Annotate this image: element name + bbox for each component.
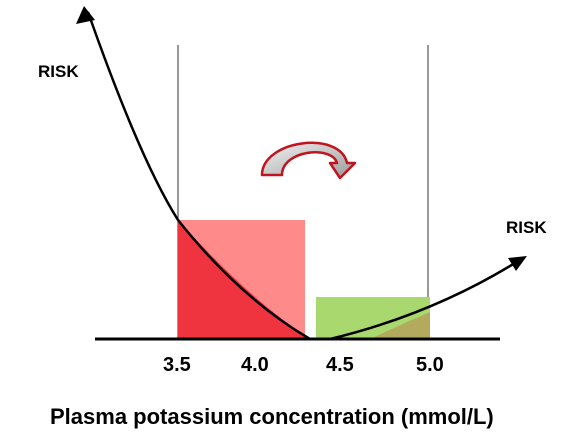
- high-risk-area: [370, 312, 430, 339]
- shift-arrow-icon: [260, 141, 357, 180]
- right-risk-curve: [329, 261, 516, 341]
- tick-label: 4.5: [326, 354, 354, 376]
- risk-label-left: RISK: [38, 62, 79, 81]
- low-risk-area: [178, 220, 310, 339]
- risk-label-right: RISK: [506, 218, 547, 237]
- x-axis-title: Plasma potassium concentration (mmol/L): [50, 404, 494, 429]
- left-risk-arrowhead: [76, 6, 95, 24]
- tick-label: 3.5: [163, 354, 191, 376]
- tick-label: 5.0: [416, 354, 444, 376]
- tick-label: 4.0: [241, 354, 269, 376]
- right-risk-arrowhead: [508, 256, 527, 271]
- left-risk-curve: [86, 11, 311, 341]
